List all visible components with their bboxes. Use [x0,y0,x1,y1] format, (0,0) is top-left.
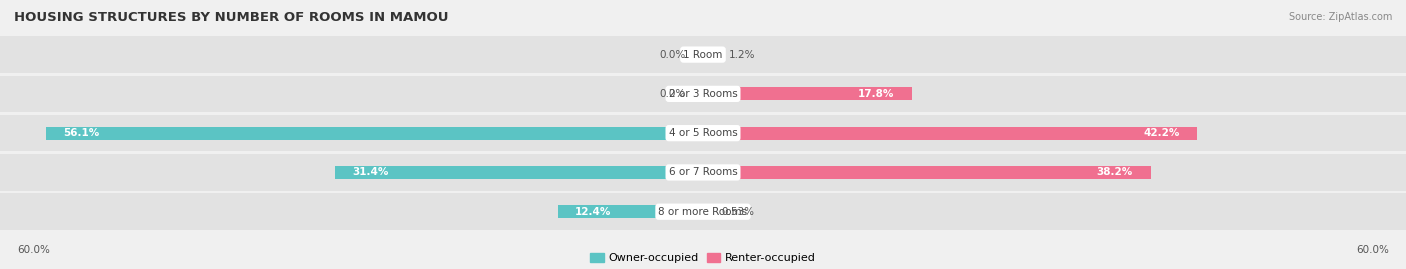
Bar [703,48,717,61]
Text: 2 or 3 Rooms: 2 or 3 Rooms [669,89,737,99]
Text: 60.0%: 60.0% [1357,245,1389,255]
Text: 42.2%: 42.2% [1143,128,1180,138]
Text: 56.1%: 56.1% [63,128,100,138]
Bar [558,205,703,218]
Text: 8 or more Rooms: 8 or more Rooms [658,207,748,217]
Text: 1 Room: 1 Room [683,49,723,60]
Text: 0.0%: 0.0% [659,89,686,99]
Text: 4 or 5 Rooms: 4 or 5 Rooms [669,128,737,138]
Text: HOUSING STRUCTURES BY NUMBER OF ROOMS IN MAMOU: HOUSING STRUCTURES BY NUMBER OF ROOMS IN… [14,11,449,24]
Text: 60.0%: 60.0% [17,245,49,255]
Legend: Owner-occupied, Renter-occupied: Owner-occupied, Renter-occupied [591,253,815,263]
Bar [703,205,709,218]
Bar [335,166,703,179]
Text: 6 or 7 Rooms: 6 or 7 Rooms [669,167,737,178]
Bar [703,87,911,100]
Text: 12.4%: 12.4% [575,207,612,217]
Text: 17.8%: 17.8% [858,89,894,99]
Text: 0.53%: 0.53% [721,207,754,217]
Bar [703,166,1150,179]
Bar [45,127,703,140]
Bar [703,127,1198,140]
Text: 38.2%: 38.2% [1097,167,1133,178]
Text: 1.2%: 1.2% [728,49,755,60]
Text: 0.0%: 0.0% [659,49,686,60]
Text: Source: ZipAtlas.com: Source: ZipAtlas.com [1288,12,1392,23]
Text: 31.4%: 31.4% [353,167,389,178]
